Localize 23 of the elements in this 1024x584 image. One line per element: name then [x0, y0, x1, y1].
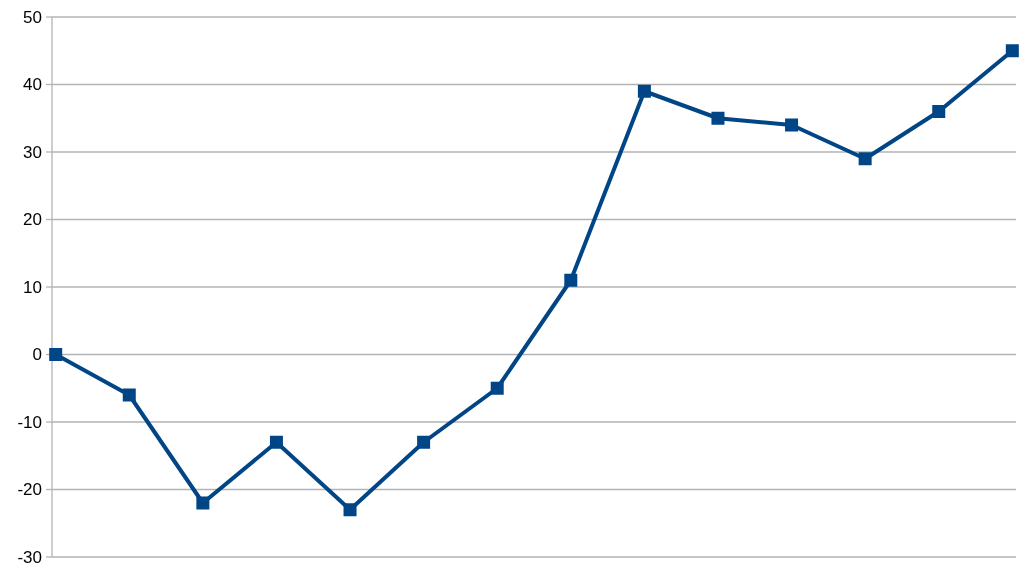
point	[785, 118, 799, 132]
y-tick-label: 0	[32, 345, 42, 365]
point	[858, 152, 872, 166]
point	[417, 435, 431, 449]
point	[564, 273, 578, 287]
point	[269, 435, 283, 449]
point	[343, 503, 357, 517]
y-tick-label: 30	[23, 142, 42, 162]
y-tick-label: -20	[17, 480, 42, 500]
point	[490, 381, 504, 395]
point	[1005, 44, 1019, 58]
y-tick-label: 20	[23, 210, 42, 230]
y-tick-label: 40	[23, 75, 42, 95]
point	[932, 105, 946, 118]
y-tick-label: -30	[17, 547, 42, 567]
point	[711, 111, 725, 125]
point	[637, 84, 651, 98]
point	[196, 496, 210, 510]
y-tick-label: -10	[17, 412, 42, 432]
y-tick-label: 50	[23, 7, 42, 27]
point	[122, 388, 136, 402]
y-tick-label: 10	[23, 277, 42, 297]
point	[49, 348, 63, 361]
